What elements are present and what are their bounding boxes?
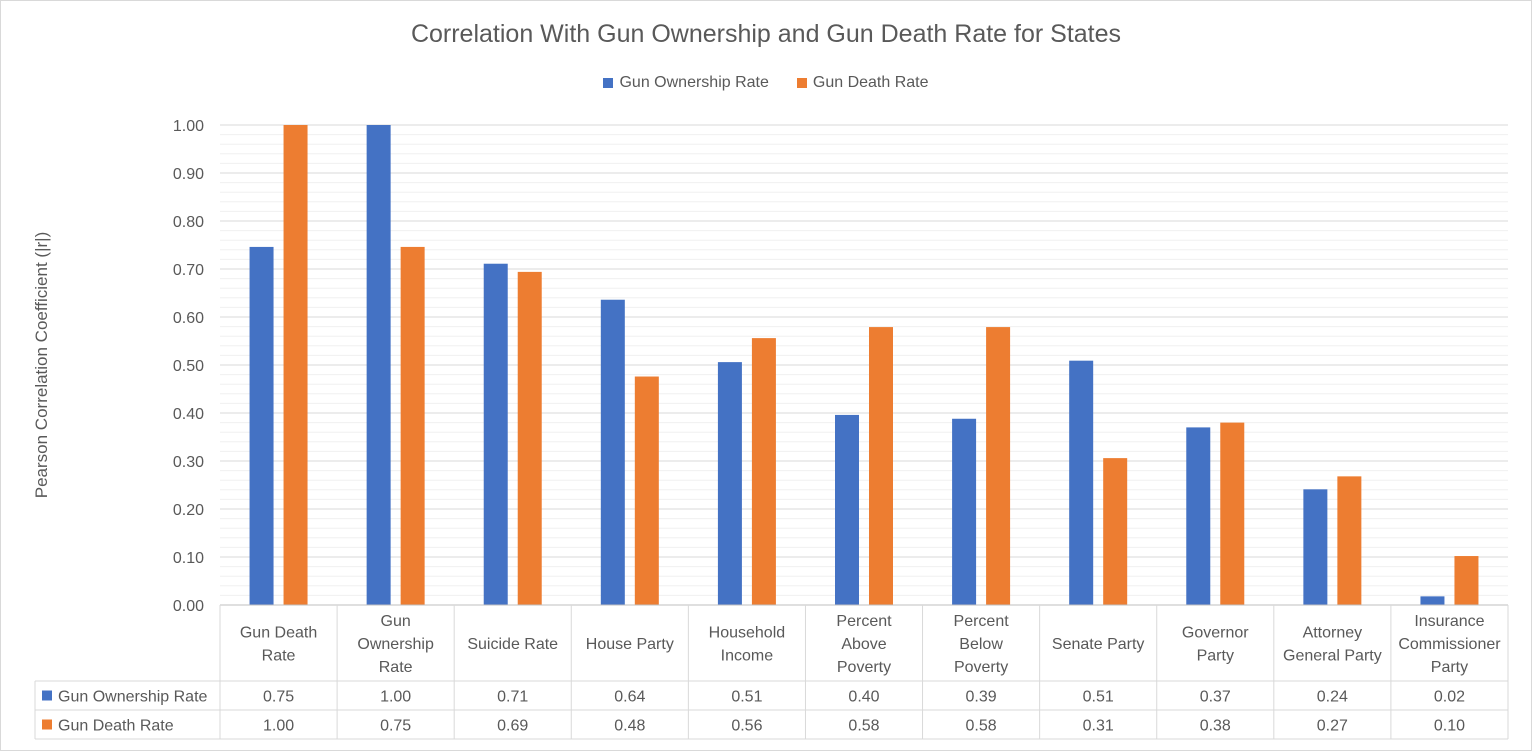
y-tick-label: 0.80	[173, 214, 204, 231]
bar-gun-death	[1337, 476, 1362, 605]
data-label-gun-ownership: 0.75	[263, 689, 294, 706]
bar-gun-ownership	[600, 299, 625, 605]
bar-gun-death	[517, 271, 542, 605]
y-tick-label: 0.30	[173, 454, 204, 471]
data-label-gun-death: 0.58	[848, 718, 879, 735]
category-label: Governor	[1182, 625, 1249, 642]
chart-title: Correlation With Gun Ownership and Gun D…	[410, 20, 1122, 48]
category-label: Rate	[379, 659, 413, 676]
category-label: Income	[721, 648, 774, 665]
bar-gun-death	[1103, 458, 1128, 605]
data-label-gun-ownership: 0.51	[731, 689, 762, 706]
category-label: Gun	[381, 613, 411, 630]
legend-item-gun-ownership: Gun Ownership Rate	[603, 74, 769, 92]
data-label-gun-ownership: 0.71	[497, 689, 528, 706]
bar-gun-death	[400, 246, 425, 606]
category-label: Senate Party	[1052, 636, 1145, 653]
category-label: Rate	[262, 648, 296, 665]
category-label: Percent	[836, 613, 892, 630]
data-label-gun-ownership: 0.64	[614, 689, 645, 706]
legend: Gun Ownership Rate Gun Death Rate	[0, 74, 1532, 92]
bar-gun-ownership	[952, 418, 977, 605]
bar-gun-ownership	[249, 246, 274, 606]
legend-swatch-gun-ownership	[603, 78, 614, 88]
y-tick-label: 0.20	[173, 502, 204, 519]
bar-gun-ownership	[1420, 596, 1445, 605]
data-label-gun-death: 0.69	[497, 718, 528, 735]
data-label-gun-ownership: 0.51	[1083, 689, 1114, 706]
bar-gun-ownership	[366, 125, 391, 605]
data-label-gun-death: 0.31	[1083, 718, 1114, 735]
y-tick-label: 0.50	[173, 358, 204, 375]
bar-gun-ownership	[483, 263, 508, 605]
y-tick-label: 0.10	[173, 550, 204, 567]
category-label: Suicide Rate	[467, 636, 558, 653]
y-tick-label: 0.00	[173, 598, 204, 615]
bar-gun-death	[869, 327, 893, 605]
y-tick-label: 1.00	[173, 118, 204, 135]
category-label: Poverty	[837, 659, 891, 676]
category-label: Poverty	[954, 659, 1008, 676]
bar-gun-death	[634, 376, 659, 605]
category-label: Below	[959, 636, 1003, 653]
y-tick-label: 0.90	[173, 166, 204, 183]
bar-gun-ownership	[1303, 489, 1328, 605]
bar-gun-death	[751, 338, 776, 605]
category-label: Attorney	[1303, 625, 1363, 642]
table-legend-swatch-gun-ownership	[42, 690, 52, 701]
data-label-gun-ownership: 0.39	[966, 689, 997, 706]
bar-gun-ownership	[1186, 427, 1211, 605]
data-label-gun-death: 0.10	[1434, 718, 1465, 735]
table-row-label-gun-ownership: Gun Ownership Rate	[58, 689, 208, 706]
category-label: Above	[841, 636, 886, 653]
data-label-gun-death: 0.27	[1317, 718, 1348, 735]
data-label-gun-death: 0.38	[1200, 718, 1231, 735]
legend-label-gun-ownership: Gun Ownership Rate	[619, 74, 769, 91]
bar-gun-death	[1454, 556, 1479, 605]
table-row-label-gun-death: Gun Death Rate	[58, 718, 174, 735]
data-label-gun-ownership: 0.40	[848, 689, 879, 706]
legend-label-gun-death: Gun Death Rate	[812, 74, 929, 91]
bar-gun-ownership	[1069, 360, 1094, 605]
category-label: Party	[1197, 648, 1234, 665]
bar-gun-death	[1220, 422, 1245, 605]
data-label-gun-ownership: 0.02	[1434, 689, 1465, 706]
legend-swatch-gun-death	[796, 78, 807, 88]
bar-gun-ownership	[717, 362, 742, 605]
y-tick-label: 0.70	[173, 262, 204, 279]
bar-gun-death	[283, 125, 308, 605]
category-label: Gun Death	[240, 625, 317, 642]
category-label: Ownership	[357, 636, 434, 653]
data-label-gun-ownership: 1.00	[380, 689, 411, 706]
legend-item-gun-death: Gun Death Rate	[796, 74, 929, 92]
category-label: Percent	[954, 613, 1010, 630]
category-label: House Party	[586, 636, 674, 653]
category-label: Commissioner	[1398, 636, 1501, 653]
data-label-gun-death: 0.56	[731, 718, 762, 735]
category-label: Insurance	[1414, 613, 1484, 630]
bar-gun-ownership	[835, 414, 859, 605]
data-label-gun-death: 0.58	[966, 718, 997, 735]
y-tick-label: 0.40	[173, 406, 204, 423]
category-label: Party	[1431, 659, 1468, 676]
data-label-gun-death: 0.75	[380, 718, 411, 735]
category-label: General Party	[1283, 648, 1382, 665]
data-label-gun-death: 0.48	[614, 718, 645, 735]
data-label-gun-ownership: 0.24	[1317, 689, 1348, 706]
data-label-gun-ownership: 0.37	[1200, 689, 1231, 706]
y-tick-label: 0.60	[173, 310, 204, 327]
table-legend-swatch-gun-death	[42, 719, 52, 730]
category-label: Household	[709, 625, 786, 642]
bar-gun-death	[986, 327, 1011, 605]
data-label-gun-death: 1.00	[263, 718, 294, 735]
